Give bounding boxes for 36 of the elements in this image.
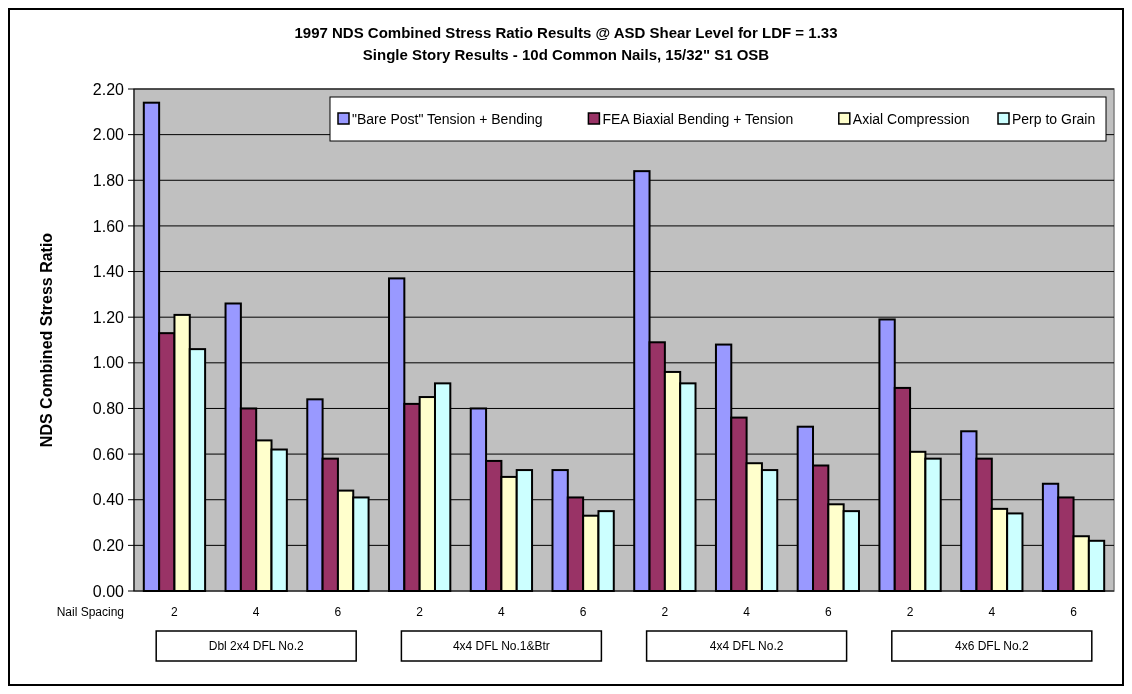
text: 4x4 DFL No.2 (709, 639, 784, 654)
x-tick-label: 6 (824, 605, 832, 619)
y-tick-label: 1.60 (92, 217, 125, 235)
y-tick-label: 0.00 (92, 582, 125, 600)
x-tick-label: 2 (416, 605, 424, 619)
legend-label: "Bare Post" Tension + Bending (352, 110, 543, 127)
text: Dbl 2x4 DFL No.2 (208, 639, 304, 654)
x-tick-label: 6 (334, 605, 342, 619)
y-tick-label: 0.20 (92, 536, 125, 554)
legend-label: FEA Biaxial Bending + Tension (602, 110, 794, 127)
y-axis-title: NDS Combined Stress Ratio (38, 232, 55, 448)
x-axis-title: Nail Spacing (56, 605, 124, 619)
x-tick-label: 4 (252, 605, 260, 619)
x-tick-label: 4 (743, 605, 751, 619)
x-tick-label: 2 (171, 605, 179, 619)
y-tick-label: 0.80 (92, 400, 125, 418)
chart-title: 1997 NDS Combined Stress Ratio Results @ ASD Shear Level for LDF = 1.33 (294, 24, 838, 41)
legend-label: Axial Compression (852, 110, 970, 127)
y-tick-label: 1.80 (92, 171, 125, 189)
chart-subtitle: Single Story Results - 10d Common Nails, 15/32" S1 OSB (362, 46, 770, 63)
text: 4x4 DFL No.1&Btr (452, 639, 550, 654)
x-tick-label: 4 (498, 605, 506, 619)
x-tick-label: 4 (988, 605, 996, 619)
x-tick-label: 2 (906, 605, 914, 619)
text: 4x6 DFL No.2 (955, 639, 1029, 654)
x-tick-label: 2 (661, 605, 669, 619)
y-tick-label: 1.40 (92, 263, 125, 281)
y-tick-label: 0.60 (92, 445, 125, 463)
y-tick-label: 1.20 (92, 308, 125, 326)
legend-label: Perp to Grain (1012, 110, 1096, 127)
y-tick-label: 2.20 (92, 80, 125, 98)
x-tick-label: 6 (1070, 605, 1078, 619)
y-tick-label: 0.40 (92, 491, 125, 509)
y-tick-label: 2.00 (92, 126, 125, 144)
y-tick-label: 1.00 (92, 354, 125, 372)
x-tick-label: 6 (579, 605, 587, 619)
